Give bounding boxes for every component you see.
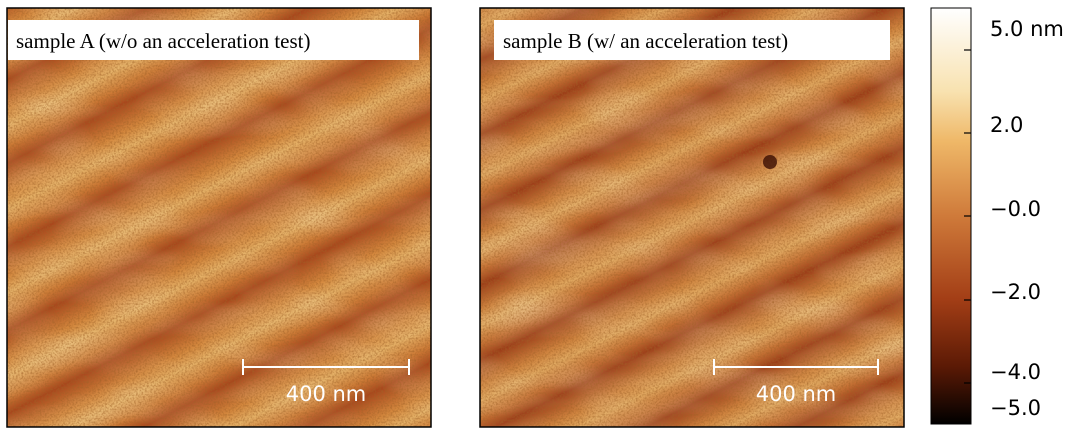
defect xyxy=(763,155,777,169)
panel-a: sample A (w/o an acceleration test) 400 … xyxy=(7,8,431,427)
afm-grain xyxy=(480,8,904,427)
panel-b: sample B (w/ an acceleration test) 400 n… xyxy=(480,8,904,427)
scale-bar-label: 400 nm xyxy=(756,382,837,406)
colorbar-label: 2.0 xyxy=(990,113,1023,137)
afm-grain xyxy=(7,8,431,427)
colorbar: 5.0 nm 2.0 −0.0 −2.0 −4.0 −5.0 xyxy=(931,8,1064,424)
colorbar-label: −0.0 xyxy=(990,197,1041,221)
colorbar-label: −4.0 xyxy=(990,360,1041,384)
panel-label: sample B (w/ an acceleration test) xyxy=(503,29,788,53)
colorbar-label: 5.0 nm xyxy=(990,17,1064,41)
colorbar-label: −5.0 xyxy=(990,396,1041,420)
colorbar-label: −2.0 xyxy=(990,280,1041,304)
panel-label: sample A (w/o an acceleration test) xyxy=(16,29,310,53)
scale-bar-label: 400 nm xyxy=(286,382,367,406)
figure: sample A (w/o an acceleration test) 400 … xyxy=(0,0,1091,428)
